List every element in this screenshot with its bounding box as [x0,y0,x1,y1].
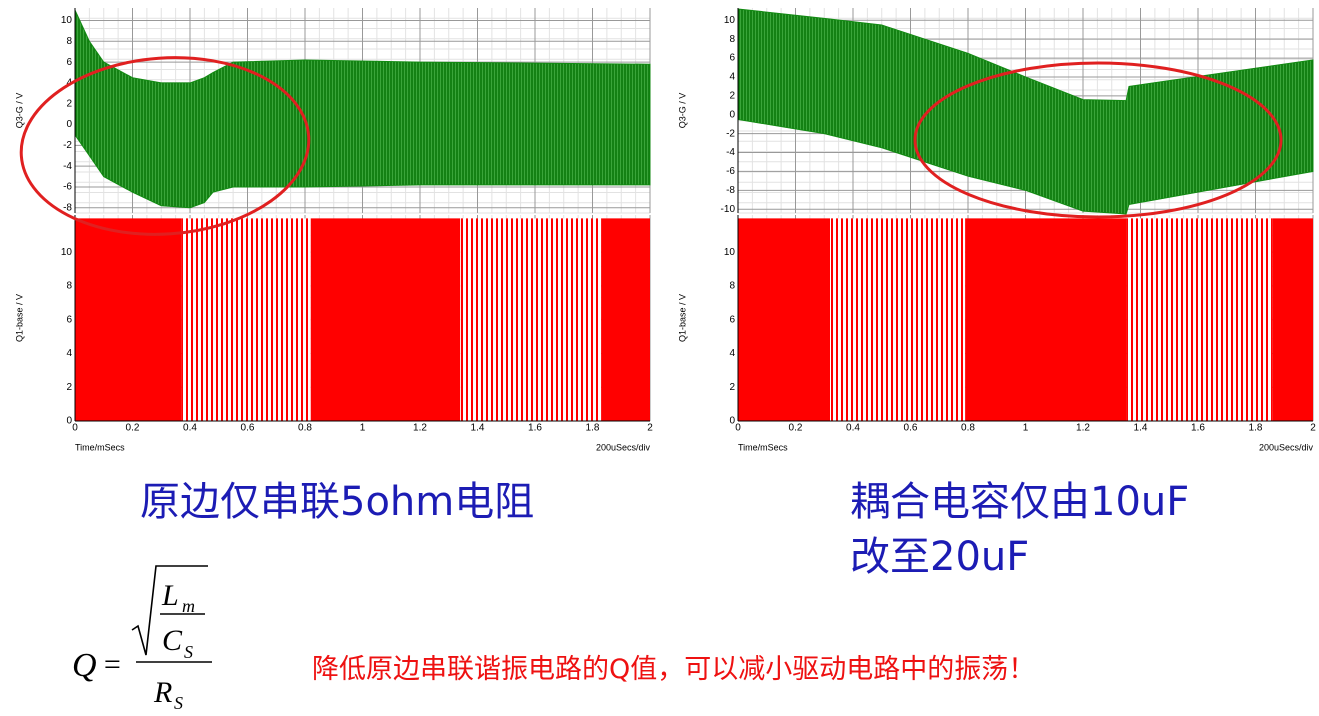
sparse-pulses [460,218,602,421]
y-tick-label: 6 [729,314,735,325]
x-tick-label: 0.8 [961,423,975,434]
y-tick-label: -4 [63,161,72,172]
y-tick-label: -4 [726,147,735,158]
x-tick-label: 1.6 [528,423,542,434]
y-tick-label: 6 [729,53,735,64]
y-tick-label: 8 [729,281,735,292]
x-axis-note: 200uSecs/div [596,442,651,452]
x-tick-label: 0.6 [904,423,918,434]
formula-q: Q [72,647,97,684]
x-tick-label: 0.4 [846,423,860,434]
y-tick-label: 10 [61,15,73,26]
y-tick-label: 10 [61,247,73,258]
x-tick-label: 0 [72,423,78,434]
highlight-ellipse [913,61,1283,219]
x-tick-label: 1 [360,423,366,434]
y-tick-label: 8 [729,34,735,45]
y-tick-label: 2 [66,382,72,393]
caption: 原边仅串联5ohm电阻 [140,479,534,525]
x-tick-label: 2 [1310,423,1316,434]
y-tick-label: 10 [724,247,736,258]
x-tick-label: 0.6 [241,423,255,434]
formula-sub: m [182,596,195,616]
conclusion: 降低原边串联谐振电路的Q值，可以减小驱动电路中的振荡！ [312,654,1035,685]
dense-pulses [310,218,461,421]
y-tick-label: 8 [66,281,72,292]
y-tick-label: 4 [66,348,72,359]
y-axis-label: Q1-base / V [677,294,687,342]
x-tick-label: 2 [647,423,653,434]
y-tick-label: 0 [729,109,735,120]
highlight-ellipse [19,56,311,236]
y-tick-label: 2 [729,90,735,101]
x-tick-label: 1.6 [1191,423,1205,434]
formula-r: R [153,676,172,709]
y-tick-label: 6 [66,314,72,325]
y-tick-label: -2 [726,128,735,139]
formula-eq: = [102,648,122,681]
y-tick-label: -8 [63,202,72,213]
x-tick-label: 1 [1023,423,1029,434]
sparse-pulses [1126,218,1273,421]
y-tick-label: -2 [63,140,72,151]
x-tick-label: 0.2 [789,423,803,434]
y-axis-label: Q3-G / V [14,93,24,129]
y-tick-label: 4 [729,72,735,83]
y-tick-label: 2 [66,98,72,109]
sparse-pulses [830,218,966,421]
y-tick-label: -10 [721,204,736,215]
x-tick-label: 0.2 [126,423,140,434]
dense-pulses [1272,218,1313,421]
y-tick-label: 2 [729,382,735,393]
y-tick-label: -6 [726,166,735,177]
dense-pulses [738,218,830,421]
x-tick-label: 1.8 [586,423,600,434]
dense-pulses [601,218,650,421]
y-tick-label: 0 [729,416,735,427]
dense-pulses [965,218,1127,421]
x-tick-label: 0.8 [298,423,312,434]
x-tick-label: 1.2 [1076,423,1090,434]
y-axis-label: Q3-G / V [677,93,687,129]
x-tick-label: 1.4 [471,423,485,434]
y-tick-label: -8 [726,185,735,196]
dense-pulses [75,218,182,421]
formula-l: L [161,579,179,612]
x-tick-label: 1.8 [1249,423,1263,434]
y-tick-label: 0 [66,119,72,130]
y-axis-label: Q1-base / V [14,294,24,342]
x-tick-label: 0.4 [183,423,197,434]
x-tick-label: 1.2 [413,423,427,434]
formula-sub: S [184,642,193,662]
y-tick-label: -6 [63,182,72,193]
x-axis-note: 200uSecs/div [1259,442,1314,452]
caption: 改至20uF [850,534,1029,580]
formula: Q = L m C S R S [72,565,212,713]
waveform-envelope [737,8,1314,215]
y-tick-label: 0 [66,416,72,427]
y-tick-label: 6 [66,57,72,68]
formula-sub: S [174,693,183,713]
y-tick-label: 8 [66,36,72,47]
waveform-envelope [74,9,651,209]
y-tick-label: 10 [724,15,736,26]
x-axis-label: Time/mSecs [738,442,788,452]
sqrt-sign [131,565,208,656]
x-tick-label: 1.4 [1134,423,1148,434]
y-tick-label: 4 [729,348,735,359]
caption: 耦合电容仅由10uF [850,479,1189,525]
formula-c: C [162,624,183,657]
sparse-pulses [181,218,311,421]
x-axis-label: Time/mSecs [75,442,125,452]
x-tick-label: 0 [735,423,741,434]
